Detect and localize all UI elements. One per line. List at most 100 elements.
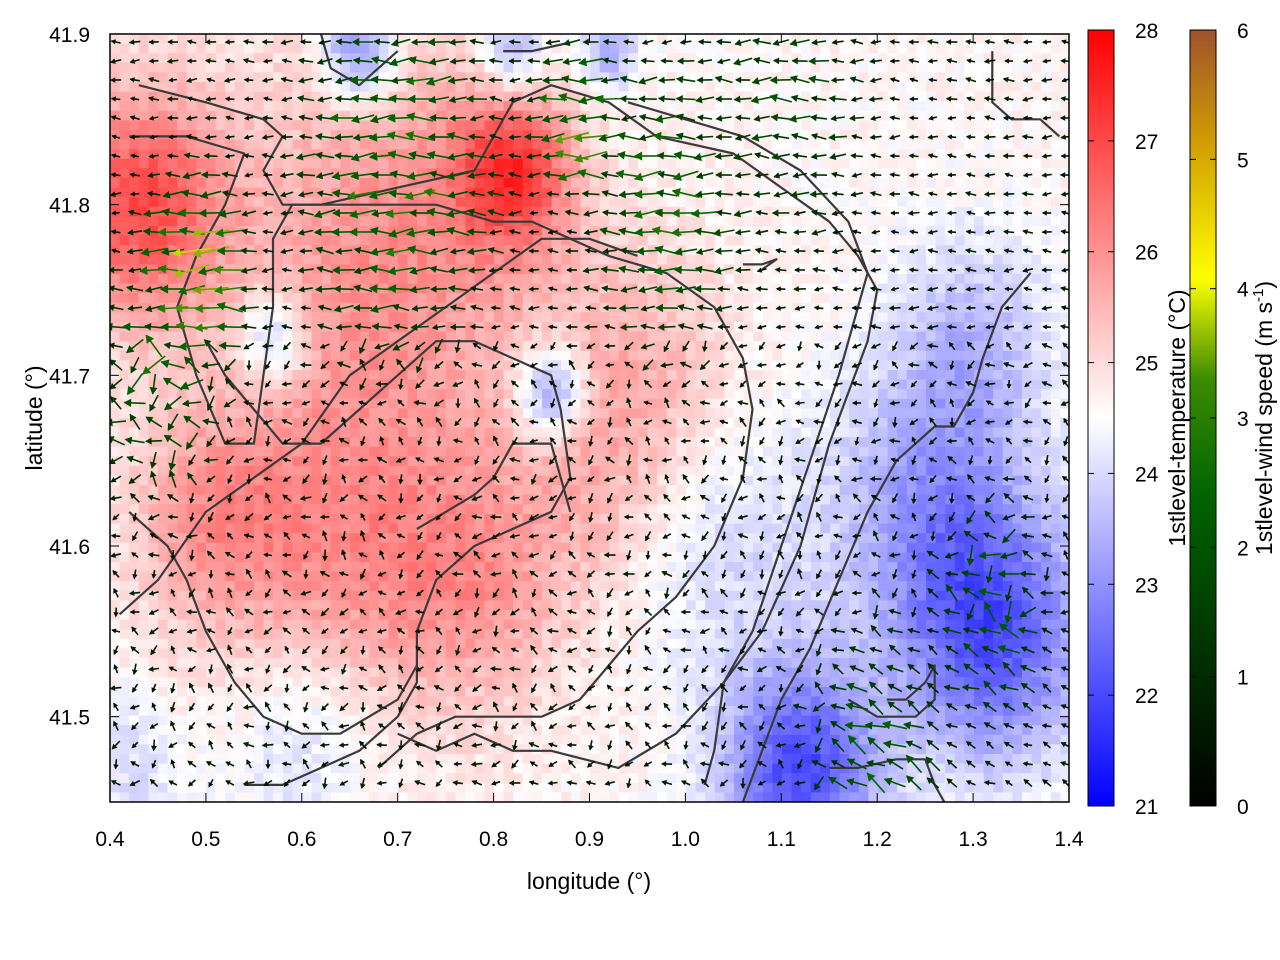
heat-cell	[158, 43, 169, 54]
heat-cell	[129, 197, 140, 208]
heat-cell	[311, 302, 322, 313]
heat-cell	[446, 494, 457, 505]
heat-cell	[158, 437, 169, 448]
heat-cell	[532, 120, 543, 131]
heat-cell	[638, 485, 649, 496]
heat-cell	[753, 293, 764, 304]
heat-cell	[292, 216, 303, 227]
heat-cell	[580, 62, 591, 73]
heat-cell	[1060, 158, 1069, 169]
heat-cell	[407, 360, 418, 371]
heat-cell	[839, 456, 850, 467]
heat-cell	[858, 389, 869, 400]
heat-cell	[455, 101, 466, 112]
heat-cell	[762, 110, 773, 121]
heat-cell	[964, 504, 975, 515]
heat-cell	[686, 408, 697, 419]
heat-cell	[494, 293, 505, 304]
heat-cell	[897, 456, 908, 467]
heat-cell	[378, 216, 389, 227]
heat-cell	[810, 139, 821, 150]
heat-cell	[398, 130, 409, 141]
heat-cell	[878, 504, 889, 515]
heat-cell	[830, 197, 841, 208]
heat-cell	[638, 494, 649, 505]
heat-cell	[686, 187, 697, 198]
heat-cell	[724, 72, 735, 83]
heat-cell	[225, 437, 236, 448]
heat-cell	[686, 216, 697, 227]
heat-cell	[810, 62, 821, 73]
heat-cell	[868, 331, 879, 342]
heat-cell	[926, 427, 937, 438]
heat-cell	[954, 302, 965, 313]
heat-cell	[1031, 370, 1042, 381]
heat-cell	[292, 341, 303, 352]
heat-cell	[580, 235, 591, 246]
heat-cell	[186, 187, 197, 198]
heat-cell	[676, 158, 687, 169]
heat-cell	[186, 62, 197, 73]
heat-cell	[926, 389, 937, 400]
heat-cell	[398, 312, 409, 323]
heat-cell	[878, 322, 889, 333]
heat-cell	[522, 494, 533, 505]
heat-cell	[292, 398, 303, 409]
heat-cell	[542, 34, 553, 45]
heat-cell	[446, 398, 457, 409]
heat-cell	[599, 466, 610, 477]
heat-cell	[254, 72, 265, 83]
heat-cell	[743, 398, 754, 409]
heat-cell	[1050, 322, 1061, 333]
heat-cell	[119, 130, 130, 141]
heat-cell	[974, 158, 985, 169]
heat-cell	[714, 331, 725, 342]
heat-cell	[686, 350, 697, 361]
heat-cell	[724, 264, 735, 275]
heat-cell	[484, 158, 495, 169]
heat-cell	[225, 168, 236, 179]
heat-cell	[167, 168, 178, 179]
heat-cell	[282, 398, 293, 409]
heat-cell	[350, 293, 361, 304]
heat-cell	[638, 197, 649, 208]
heat-cell	[676, 389, 687, 400]
heat-cell	[954, 485, 965, 496]
heat-cell	[590, 504, 601, 515]
heat-cell	[542, 53, 553, 64]
heat-cell	[119, 245, 130, 256]
heat-cell	[282, 158, 293, 169]
heat-cell	[388, 274, 399, 285]
heat-cell	[542, 101, 553, 112]
heat-cell	[868, 408, 879, 419]
heat-cell	[417, 43, 428, 54]
heat-cell	[196, 197, 207, 208]
heat-cell	[532, 350, 543, 361]
heat-cell	[676, 62, 687, 73]
heat-cell	[110, 158, 121, 169]
heat-cell	[705, 398, 716, 409]
heat-cell	[705, 437, 716, 448]
heat-cell	[215, 274, 226, 285]
heat-cell	[1050, 139, 1061, 150]
heat-cell	[1060, 427, 1069, 438]
heat-cell	[561, 302, 572, 313]
heat-cell	[321, 168, 332, 179]
heat-cell	[417, 91, 428, 102]
heat-cell	[292, 149, 303, 160]
heat-cell	[954, 120, 965, 131]
heat-cell	[513, 130, 524, 141]
heat-cell	[983, 389, 994, 400]
heat-cell	[474, 350, 485, 361]
heat-cell	[734, 370, 745, 381]
heat-cell	[839, 408, 850, 419]
heat-cell	[359, 235, 370, 246]
heat-cell	[1012, 274, 1023, 285]
heat-cell	[791, 274, 802, 285]
heat-cell	[791, 120, 802, 131]
heat-cell	[714, 408, 725, 419]
heat-cell	[465, 398, 476, 409]
heat-cell	[378, 350, 389, 361]
heat-cell	[561, 139, 572, 150]
heat-cell	[676, 226, 687, 237]
